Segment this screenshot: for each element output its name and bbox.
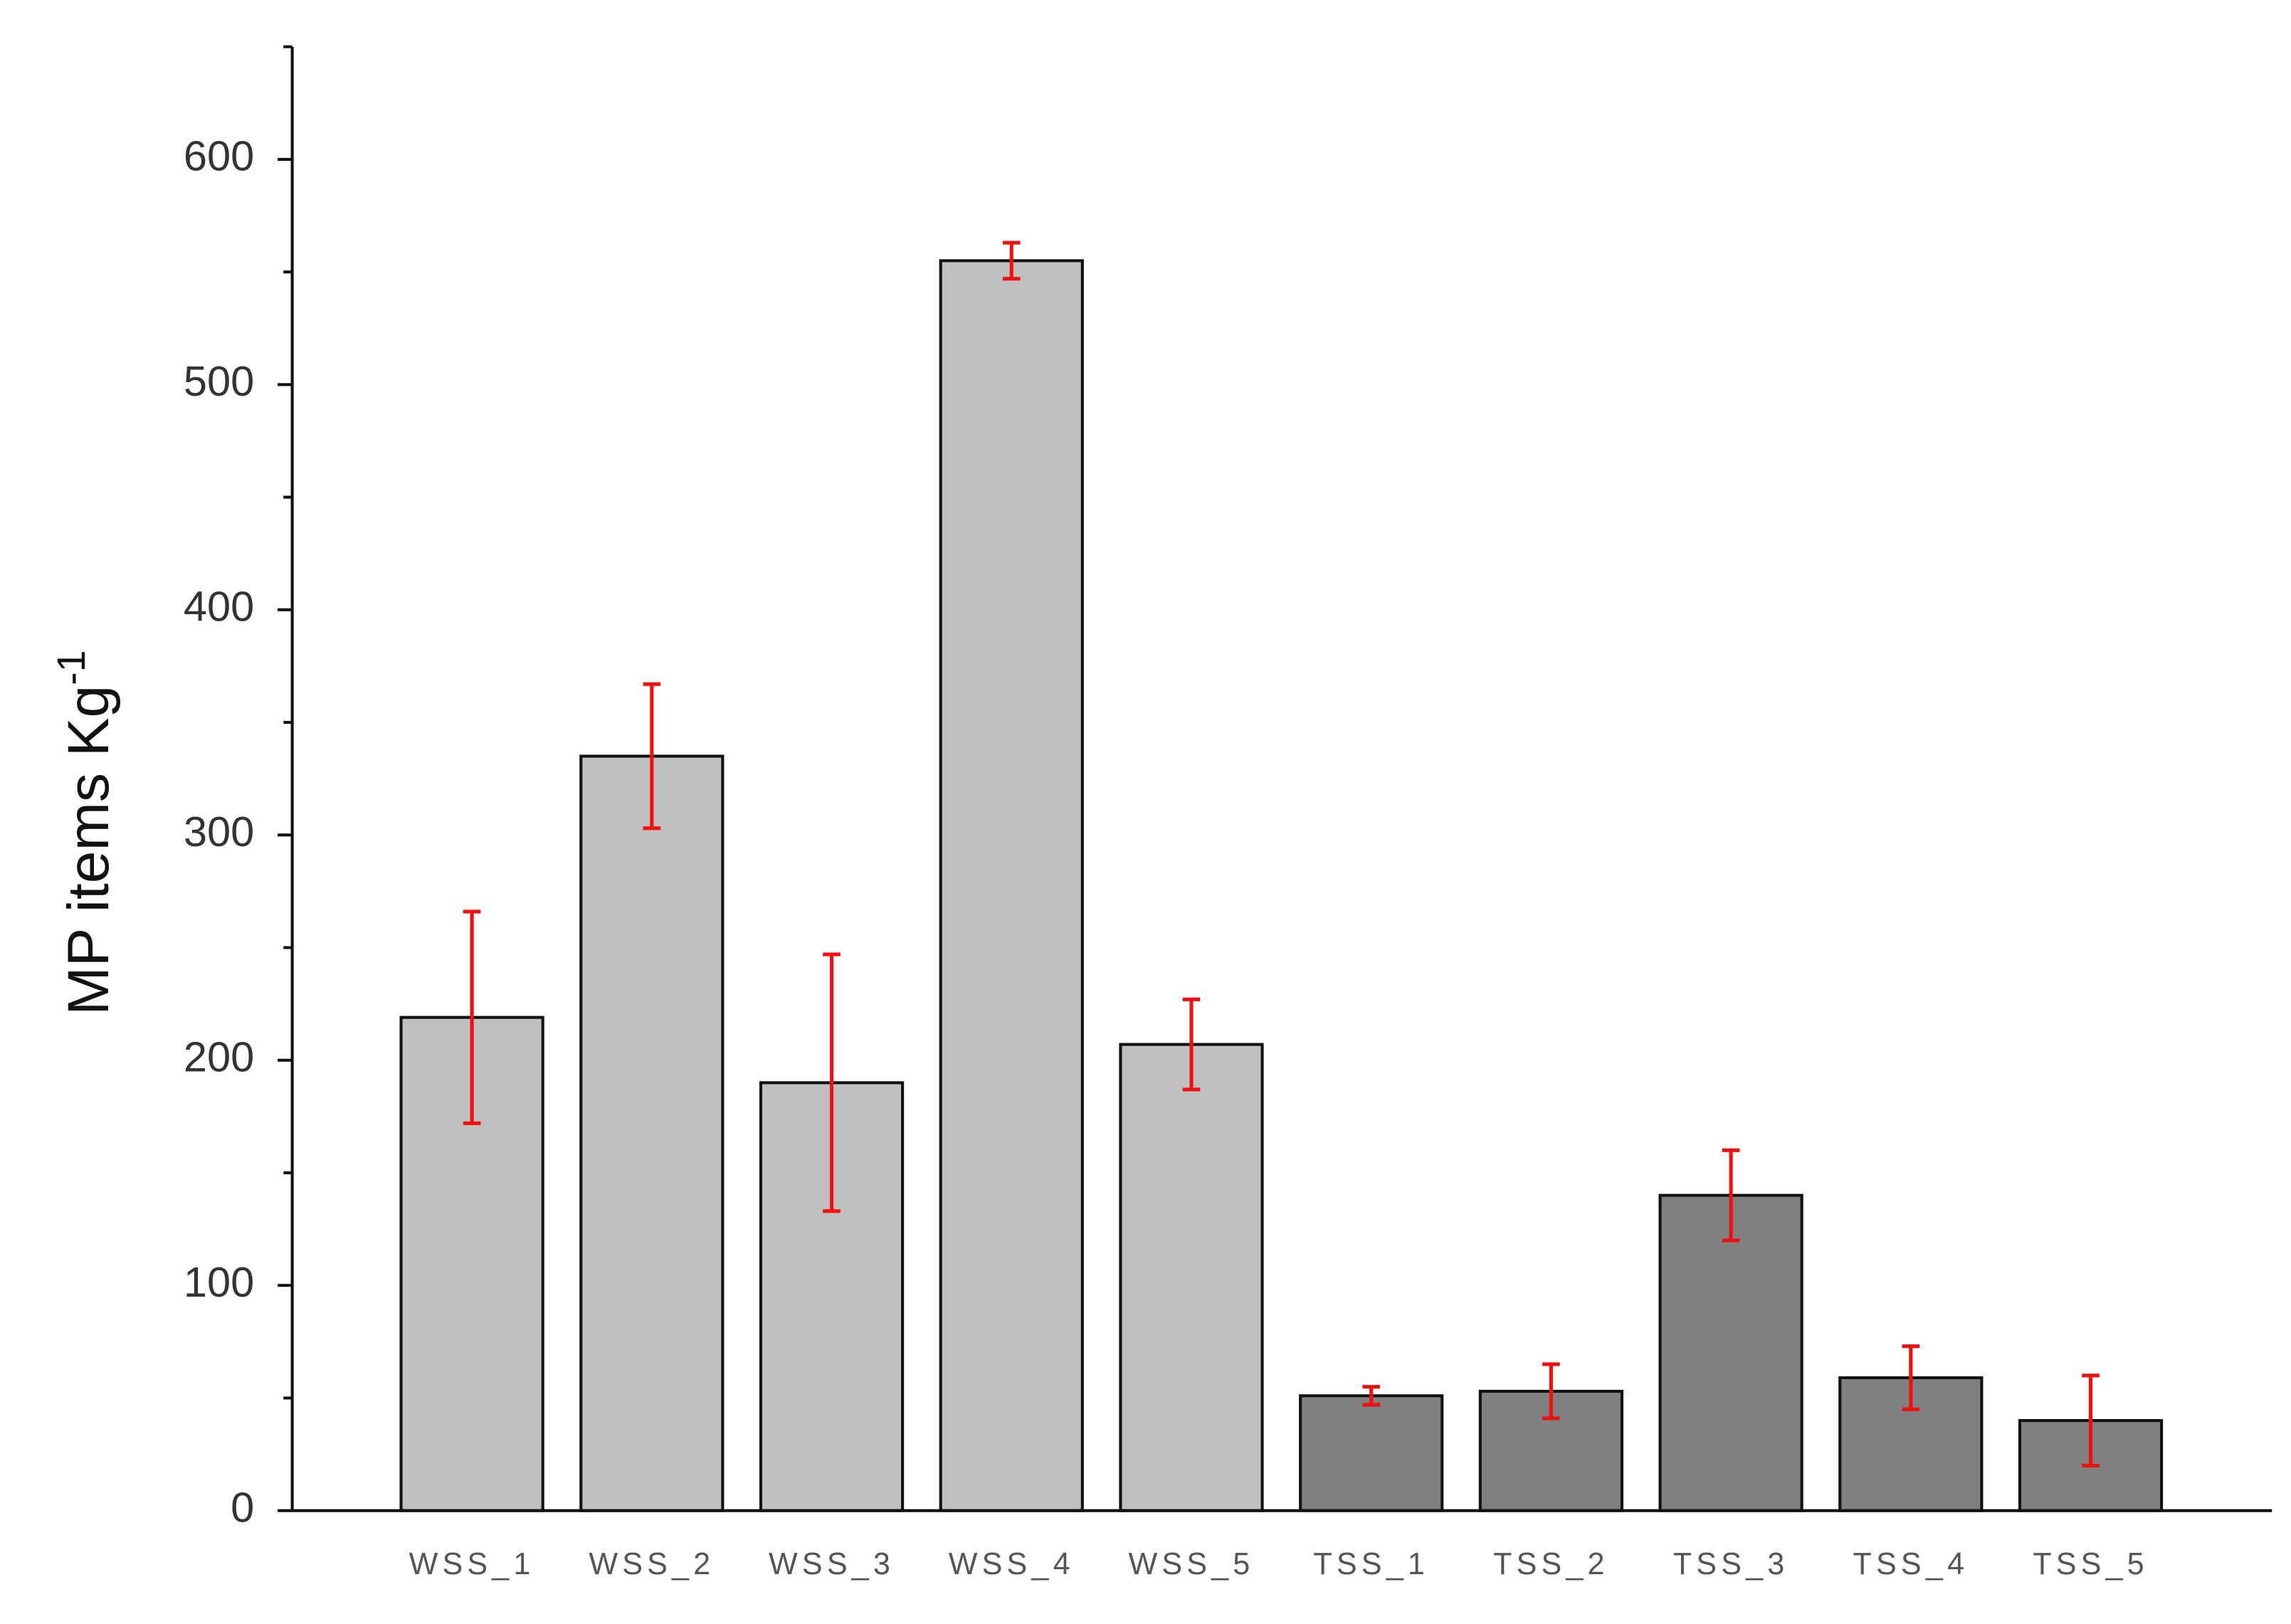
y-tick-label: 500 <box>184 357 254 405</box>
x-tick-label: TSS_5 <box>2033 1547 2149 1581</box>
error-bar <box>1002 241 1021 281</box>
x-tick-label: WSS_3 <box>769 1547 895 1581</box>
x-tick-label: TSS_3 <box>1673 1547 1789 1581</box>
error-bar <box>2082 1373 2100 1467</box>
x-tick-label: WSS_2 <box>589 1547 715 1581</box>
bar <box>939 259 1084 1512</box>
error-bar <box>643 682 661 831</box>
y-tick-label: 400 <box>184 583 254 631</box>
x-tick-label: WSS_1 <box>409 1547 535 1581</box>
y-tick-label: 0 <box>231 1483 254 1531</box>
y-axis-title-superscript: -1 <box>49 650 93 685</box>
bar <box>1658 1193 1803 1512</box>
error-bar <box>1182 997 1201 1092</box>
bar <box>579 754 725 1512</box>
bar <box>1119 1043 1264 1512</box>
x-tick-label: WSS_4 <box>949 1547 1075 1581</box>
x-tick-label: WSS_5 <box>1128 1547 1254 1581</box>
y-tick-label: 300 <box>184 808 254 855</box>
error-bar <box>1362 1385 1380 1407</box>
y-axis-title: MP items Kg-1 <box>49 650 121 1016</box>
y-tick-label: 100 <box>184 1258 254 1306</box>
error-bar <box>1902 1344 1920 1411</box>
error-bar <box>463 909 481 1125</box>
bar <box>1299 1394 1444 1512</box>
y-tick-label: 600 <box>184 132 254 180</box>
x-tick-label: TSS_2 <box>1493 1547 1609 1581</box>
error-bar <box>1722 1148 1740 1243</box>
y-axis-title-text: MP items Kg <box>56 685 121 1016</box>
error-bar <box>1542 1362 1560 1420</box>
x-tick-label: TSS_4 <box>1853 1547 1969 1581</box>
y-tick-label: 200 <box>184 1033 254 1080</box>
x-tick-label: TSS_1 <box>1313 1547 1429 1581</box>
error-bar <box>823 952 841 1213</box>
